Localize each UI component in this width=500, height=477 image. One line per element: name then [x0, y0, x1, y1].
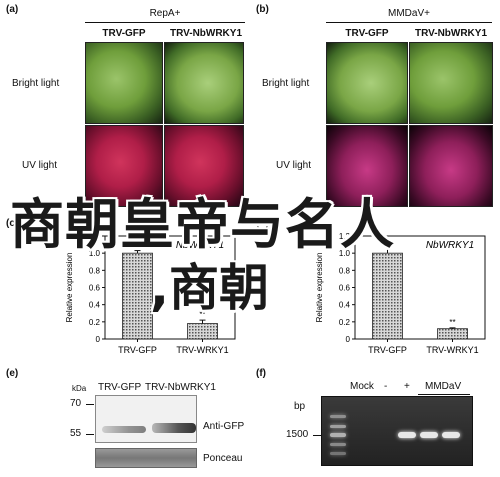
panel-a-uv-wrky1-photo: [164, 125, 244, 207]
panel-f-mock: Mock: [350, 381, 374, 392]
panel-e-col2: TRV-NbWRKY1: [145, 382, 216, 393]
panel-f-bp: bp: [294, 401, 306, 412]
chart-d: NbWRKY1 0 0.2 0.4 0.6 0.8 1.0 1.2 Relative expre…: [315, 232, 486, 355]
panel-f-minus: -: [384, 381, 388, 392]
x-tick-label: TRV-GFP: [118, 345, 157, 355]
panel-f-gel: [321, 396, 473, 466]
bar: [372, 252, 403, 340]
panel-b-col1: TRV-GFP: [345, 28, 389, 39]
bar: [187, 323, 218, 340]
panel-b-label: (b): [256, 4, 269, 15]
panel-e-mw55-tick: [86, 434, 94, 435]
panel-b-virus: MMDaV+: [388, 8, 430, 19]
y-axis-label: Relative expression: [65, 253, 74, 323]
panel-e-band-gfp: [102, 426, 146, 433]
panel-e-ponceau: Ponceau: [203, 453, 243, 464]
panel-d-label: (d): [256, 218, 269, 229]
bar: [122, 252, 153, 340]
chart-title: NbWRKY1: [176, 240, 224, 251]
panel-a-rule: [85, 22, 245, 23]
x-tick-label: TRV-GFP: [368, 345, 407, 355]
panel-e-mw55: 55: [70, 428, 82, 439]
panel-a-bright-gfp-photo: [85, 42, 163, 124]
panel-a-col1: TRV-GFP: [102, 28, 146, 39]
panel-c-label: (c): [6, 218, 19, 229]
panel-f-mmdav: MMDaV: [425, 381, 462, 392]
panel-b-row1: Bright light: [262, 78, 310, 89]
panel-e-anti-gfp: Anti-GFP: [203, 421, 245, 432]
ladder-band: [330, 415, 346, 418]
panel-e-mw70: 70: [70, 398, 82, 409]
y-axis-label: Relative expression: [315, 253, 324, 323]
y-tick-label: 0.6: [339, 284, 351, 293]
panel-b-row2: UV light: [276, 160, 312, 171]
y-tick-label: 0.4: [339, 301, 351, 310]
panel-e-ponceau-strip: [95, 448, 197, 468]
x-tick-label: TRV-WRKY1: [426, 345, 478, 355]
panel-a-row1: Bright light: [12, 78, 60, 89]
panel-b-col2: TRV-NbWRKY1: [414, 28, 488, 39]
panel-b-uv-gfp-photo: [326, 125, 408, 207]
y-tick-label: 1.0: [339, 249, 351, 258]
panel-e-blot: [95, 395, 197, 443]
panel-a-uv-gfp-photo: [85, 125, 163, 207]
x-tick-label: TRV-WRKY1: [176, 345, 228, 355]
y-tick-label: 1.2: [89, 232, 101, 241]
panel-a-label: (a): [6, 4, 19, 15]
panel-a-col2: TRV-NbWRKY1: [169, 28, 243, 39]
y-tick-label: 0.8: [89, 266, 101, 275]
significance-label: **: [449, 318, 455, 327]
panel-f-label: (f): [256, 368, 266, 379]
panel-e-col1: TRV-GFP: [98, 382, 142, 393]
panel-b-uv-wrky1-photo: [409, 125, 493, 207]
overlay-subtitle: ,商朝: [150, 259, 269, 317]
y-tick-label: 0.4: [89, 301, 101, 310]
panel-f-plus: +: [404, 381, 410, 392]
pcr-band: [420, 432, 438, 438]
panel-f-mw-tick: [313, 435, 321, 436]
y-tick-label: 0: [96, 335, 101, 344]
panel-a-bright-wrky1-photo: [164, 42, 244, 124]
y-tick-label: 0: [346, 335, 351, 344]
panel-e-mw70-tick: [86, 404, 94, 405]
y-tick-label: 0.8: [339, 266, 351, 275]
y-tick-label: 1.2: [339, 232, 351, 241]
ladder-band: [330, 443, 346, 446]
significance-label: **: [199, 310, 205, 319]
panel-a-row2: UV light: [22, 160, 58, 171]
panel-e-kda: kDa: [72, 384, 87, 393]
panel-f-mmdav-rule: [418, 394, 470, 395]
overlay-title: 商朝皇帝与名人: [10, 193, 395, 256]
y-tick-label: 1.0: [89, 249, 101, 258]
pcr-band: [398, 432, 416, 438]
panel-a-virus: RepA+: [149, 8, 181, 19]
bar: [437, 328, 468, 340]
panel-b-bright-wrky1-photo: [409, 42, 493, 124]
panel-e-band-wrky1: [152, 423, 196, 433]
ladder-band: [330, 425, 346, 428]
pcr-band: [442, 432, 460, 438]
panel-f-mw1500: 1500: [286, 429, 309, 440]
panel-b-rule: [326, 22, 492, 23]
panel-b-bright-gfp-photo: [326, 42, 408, 124]
y-tick-label: 0.2: [89, 318, 101, 327]
ladder-band: [330, 452, 346, 455]
ladder-band: [330, 433, 346, 437]
chart-title: NbWRKY1: [426, 240, 474, 251]
chart-c: NbWRKY1 0 0.2 0.4 0.6 0.8 1.0 1.2 Relative expre…: [65, 232, 236, 355]
y-tick-label: 0.6: [89, 284, 101, 293]
panel-e-label: (e): [6, 368, 19, 379]
y-tick-label: 0.2: [339, 318, 351, 327]
